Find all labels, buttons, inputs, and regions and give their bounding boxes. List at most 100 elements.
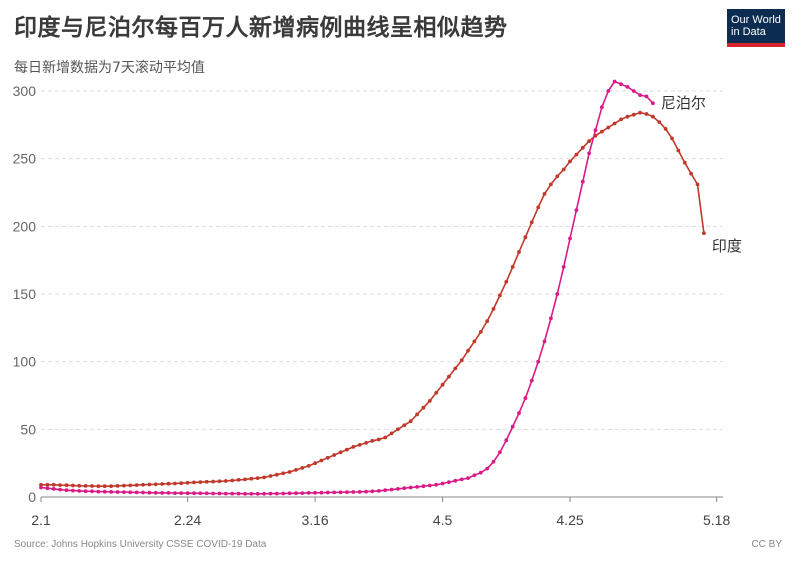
- data-point-nepal: [45, 486, 50, 491]
- data-point-nepal: [517, 411, 521, 415]
- x-tick-label: 4.5: [433, 512, 453, 528]
- data-point-nepal: [147, 490, 152, 495]
- license-link[interactable]: CC BY: [751, 539, 782, 550]
- data-point-nepal: [306, 491, 311, 495]
- data-point-nepal: [466, 476, 470, 480]
- data-point-nepal: [300, 491, 305, 495]
- data-point-india: [663, 126, 668, 131]
- data-point-india: [478, 330, 483, 334]
- data-point-india: [294, 468, 298, 472]
- data-point-india: [198, 480, 203, 484]
- data-point-india: [268, 474, 273, 478]
- x-tick-label: 2.1: [31, 512, 51, 528]
- data-point-nepal: [631, 89, 636, 93]
- data-point-india: [536, 205, 541, 210]
- series-line-nepal: [40, 80, 654, 495]
- data-point-india: [306, 464, 311, 468]
- data-point-india: [434, 390, 439, 395]
- data-point-nepal: [376, 489, 381, 493]
- owid-logo[interactable]: Our World in Data: [727, 9, 785, 47]
- data-point-nepal: [236, 491, 241, 496]
- data-point-nepal: [64, 488, 69, 493]
- data-point-nepal: [102, 489, 107, 494]
- data-point-india: [625, 114, 630, 119]
- data-point-nepal: [357, 490, 362, 494]
- data-point-nepal: [281, 491, 286, 496]
- data-point-india: [153, 482, 158, 487]
- data-point-india: [109, 484, 113, 489]
- data-point-india: [262, 475, 266, 480]
- data-point-india: [166, 481, 171, 486]
- data-point-nepal: [612, 79, 617, 84]
- data-point-nepal: [204, 491, 209, 496]
- data-point-india: [185, 480, 190, 485]
- data-point-nepal: [51, 487, 56, 491]
- data-point-india: [39, 482, 43, 487]
- data-point-india: [96, 484, 101, 489]
- data-point-india: [504, 279, 509, 284]
- data-point-nepal: [294, 491, 298, 496]
- data-point-india: [561, 167, 566, 172]
- data-point-nepal: [434, 482, 439, 487]
- data-point-india: [459, 358, 464, 363]
- data-point-india: [574, 152, 579, 157]
- data-point-nepal: [606, 89, 611, 93]
- data-point-nepal: [338, 490, 343, 495]
- data-point-nepal: [90, 489, 94, 494]
- data-point-india: [670, 136, 674, 141]
- data-point-nepal: [651, 101, 655, 106]
- data-point-nepal: [593, 128, 598, 133]
- data-point-india: [281, 471, 286, 476]
- data-point-india: [58, 483, 62, 487]
- data-point-nepal: [447, 480, 451, 484]
- data-point-india: [523, 235, 528, 240]
- data-point-nepal: [223, 491, 228, 496]
- data-point-india: [90, 484, 94, 488]
- data-point-india: [370, 438, 375, 443]
- data-point-india: [64, 483, 69, 488]
- data-point-nepal: [396, 487, 400, 491]
- data-point-nepal: [268, 491, 273, 496]
- data-point-nepal: [402, 486, 407, 491]
- data-point-nepal: [58, 487, 62, 492]
- y-tick-label: 300: [13, 83, 37, 99]
- data-point-nepal: [364, 489, 368, 494]
- data-point-india: [383, 435, 388, 440]
- x-tick-label: 3.16: [301, 512, 328, 528]
- data-point-india: [274, 472, 279, 477]
- data-point-india: [71, 483, 75, 488]
- data-point-nepal: [485, 466, 490, 471]
- data-point-nepal: [580, 179, 585, 184]
- data-point-nepal: [71, 488, 75, 493]
- data-point-india: [440, 382, 445, 387]
- data-point-nepal: [529, 378, 534, 383]
- data-point-india: [128, 483, 133, 488]
- data-point-india: [644, 112, 649, 116]
- data-point-nepal: [351, 490, 356, 494]
- data-point-india: [217, 479, 222, 484]
- series-label-nepal: 尼泊尔: [661, 94, 706, 112]
- data-point-nepal: [83, 489, 88, 494]
- series-label-india: 印度: [712, 237, 742, 255]
- data-point-india: [600, 129, 604, 134]
- data-point-india: [160, 482, 165, 486]
- data-point-india: [549, 182, 553, 187]
- data-point-nepal: [542, 339, 547, 344]
- data-point-nepal: [230, 491, 235, 496]
- data-point-nepal: [134, 490, 139, 495]
- data-point-nepal: [211, 491, 216, 496]
- data-point-india: [141, 482, 145, 487]
- data-point-india: [682, 160, 687, 165]
- data-point-india: [689, 171, 693, 176]
- data-point-india: [472, 339, 477, 344]
- data-point-india: [122, 483, 126, 488]
- data-point-india: [415, 412, 419, 417]
- logo-line-1: Our World: [731, 14, 781, 26]
- chart-title: 印度与尼泊尔每百万人新增病例曲线呈相似趋势: [14, 15, 508, 41]
- data-point-nepal: [255, 491, 260, 496]
- data-point-india: [345, 447, 349, 452]
- data-point-nepal: [332, 490, 337, 495]
- data-point-india: [173, 481, 177, 486]
- data-point-nepal: [478, 470, 483, 475]
